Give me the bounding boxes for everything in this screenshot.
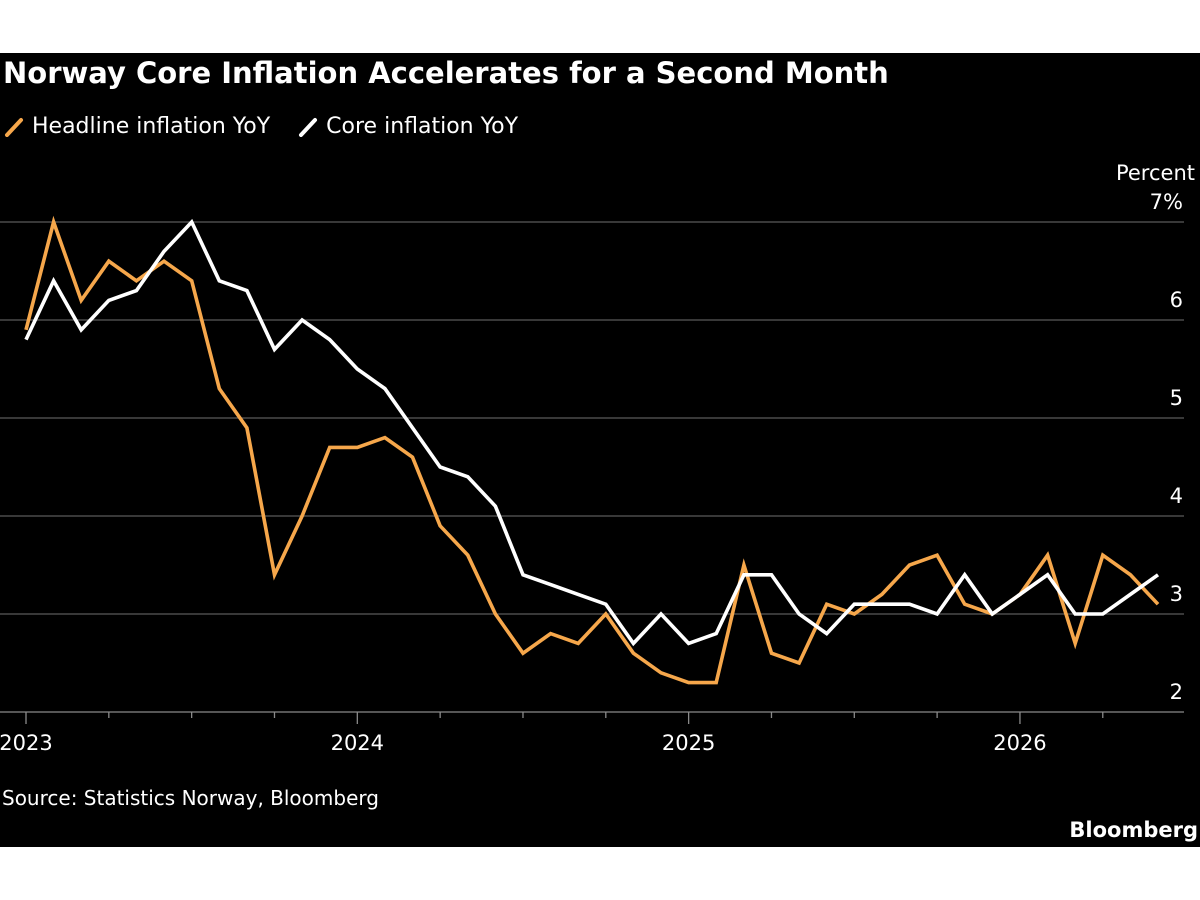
x-tick-label-2025: 2025 — [662, 731, 715, 755]
legend-item-headline: Headline inflation YoY — [4, 114, 270, 139]
y-tick-label-5: 5 — [1170, 386, 1183, 410]
y-tick-label-2: 2 — [1170, 680, 1183, 704]
legend-swatch-headline — [5, 117, 23, 137]
legend-label-core: Core inflation YoY — [326, 114, 519, 139]
grid-lines — [0, 221, 1184, 615]
x-tick-label-2026: 2026 — [993, 731, 1046, 755]
core-inflation-line — [24, 218, 1160, 647]
x-tick-label-2023: 2023 — [0, 731, 53, 755]
chart-frame — [0, 53, 1200, 847]
legend-item-core: Core inflation YoY — [298, 114, 518, 139]
x-tick-label-2024: 2024 — [331, 731, 384, 755]
y-axis-unit-label: Percent — [1116, 161, 1195, 185]
x-axis: 2023 2024 2025 2026 — [0, 711, 1184, 755]
series-lines — [24, 215, 1160, 685]
y-tick-label-4: 4 — [1170, 484, 1183, 508]
chart-legend: Headline inflation YoY Core inflation Yo… — [4, 114, 546, 139]
y-tick-label-7: 7% — [1150, 190, 1183, 214]
y-axis-tick-labels: 2 3 4 5 6 7% — [1150, 190, 1183, 704]
bloomberg-logo: Bloomberg — [1069, 818, 1198, 842]
y-tick-label-6: 6 — [1170, 288, 1183, 312]
legend-label-headline: Headline inflation YoY — [32, 114, 271, 139]
chart-title: Norway Core Inflation Accelerates for a … — [3, 56, 889, 90]
legend-swatch-core — [299, 117, 318, 137]
y-tick-label-3: 3 — [1170, 582, 1183, 606]
source-note: Source: Statistics Norway, Bloomberg — [2, 786, 379, 810]
headline-inflation-line — [24, 215, 1160, 685]
